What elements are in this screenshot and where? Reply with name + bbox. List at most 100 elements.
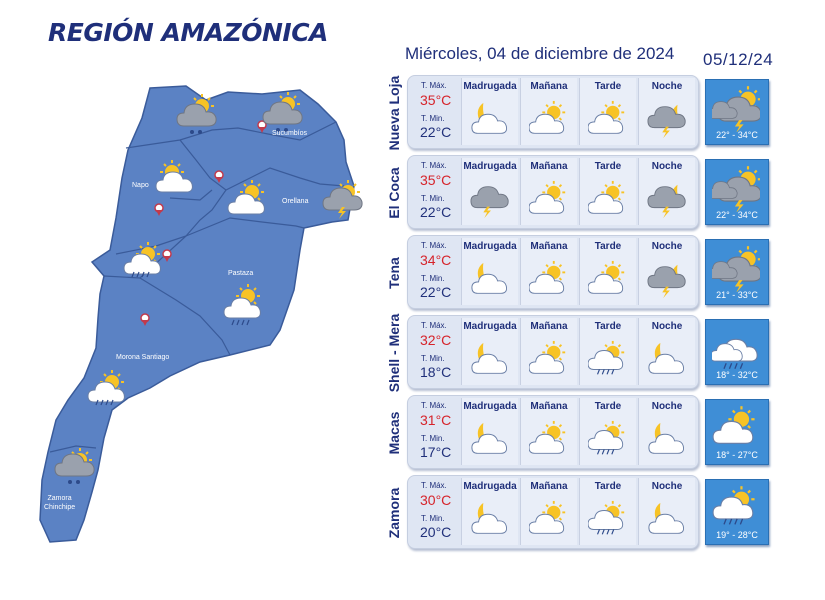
moon-cloud-icon [647, 418, 687, 466]
forecast-date: Miércoles, 04 de diciembre de 2024 [405, 44, 675, 63]
period-cell: Noche [638, 318, 695, 385]
map-weather-icons [54, 91, 363, 484]
period-cell: Mañana [520, 238, 577, 305]
forecast-card: T. Máx. 30°C T. Min. 20°C Madrugada Mañana Tar… [407, 475, 699, 549]
period-label: Madrugada [463, 241, 517, 252]
period-cell: Noche [638, 238, 695, 305]
region-map: Sucumbíos Napo Orellana Pastaza Morona S… [0, 60, 370, 554]
sun-cloud-icon [528, 338, 569, 386]
forecast-row: Macas T. Máx. 31°C T. Min. 17°C Madrugada Maña… [383, 395, 775, 471]
forecast-row: Tena T. Máx. 34°C T. Min. 22°C Madrugada Mañan… [383, 235, 775, 311]
period-label: Madrugada [463, 401, 517, 412]
period-label: Noche [651, 81, 683, 92]
sun-cloud-icon [528, 178, 569, 226]
period-cell: Madrugada [461, 398, 518, 465]
city-name: El Coca [386, 167, 402, 219]
tmax-label: T. Máx. [421, 161, 447, 170]
sun-cloud-icon [528, 98, 569, 146]
moon-cloud-icon [647, 498, 687, 546]
tmax-label: T. Máx. [421, 241, 447, 250]
temperature-range: 18° - 32°C [716, 370, 758, 380]
period-label: Madrugada [463, 161, 517, 172]
storm-icon [470, 178, 510, 226]
period-label: Noche [651, 241, 683, 252]
period-label: Madrugada [463, 81, 517, 92]
period-cell: Mañana [520, 318, 577, 385]
period-cell: Mañana [520, 398, 577, 465]
daily-summary-box: 22° - 34°C [705, 79, 769, 145]
period-label: Noche [651, 481, 683, 492]
sun-cloud-icon [587, 258, 628, 306]
tmax-value: 34°C [420, 252, 452, 268]
tmin-label: T. Min. [421, 434, 445, 443]
storm-sun-icon [706, 164, 763, 216]
period-label: Madrugada [463, 481, 517, 492]
map-label-orellana: Orellana [282, 198, 309, 205]
daily-summary-box: 19° - 28°C [705, 479, 769, 545]
map-label-napo: Napo [132, 182, 149, 189]
temperature-range: 22° - 34°C [716, 210, 758, 220]
sun-cloud-icon [712, 404, 760, 456]
sun-cloud-icon [528, 498, 569, 546]
daily-summary-box: 21° - 33°C [705, 239, 769, 305]
sun-cloud-rain-icon [712, 484, 760, 536]
period-cell: Tarde [579, 78, 636, 145]
moon-cloud-icon [470, 338, 510, 386]
period-cell: Tarde [579, 318, 636, 385]
sun-cloud-icon [528, 418, 569, 466]
temperature-panel: T. Máx. 34°C T. Min. 22°C [411, 236, 461, 308]
storm-night-icon [647, 178, 687, 226]
tmin-label: T. Min. [421, 354, 445, 363]
tmax-label: T. Máx. [421, 401, 447, 410]
tmax-label: T. Máx. [421, 321, 447, 330]
period-label: Noche [651, 161, 683, 172]
sun-cloud-rain-icon [587, 338, 628, 386]
moon-cloud-icon [470, 98, 510, 146]
period-cell: Noche [638, 398, 695, 465]
temperature-panel: T. Máx. 35°C T. Min. 22°C [411, 156, 461, 228]
sun-cloud-icon [528, 258, 569, 306]
forecast-date-short: 05/12/24 [703, 50, 774, 69]
period-cell: Mañana [520, 158, 577, 225]
region-map-svg [39, 85, 363, 543]
tmin-value: 22°C [420, 124, 452, 140]
tmax-value: 35°C [420, 92, 452, 108]
period-cell: Tarde [579, 158, 636, 225]
period-label: Mañana [530, 321, 568, 332]
period-cell: Tarde [579, 478, 636, 545]
period-cell: Noche [638, 478, 695, 545]
tmin-label: T. Min. [421, 514, 445, 523]
daily-summary-box: 22° - 34°C [705, 159, 769, 225]
temperature-panel: T. Máx. 30°C T. Min. 20°C [411, 476, 461, 548]
moon-cloud-icon [470, 498, 510, 546]
city-name: Macas [386, 411, 402, 455]
storm-sun-icon [706, 244, 763, 296]
storm-night-icon [647, 98, 687, 146]
map-label-sucumbios: Sucumbíos [272, 130, 308, 137]
forecast-row: Nueva Loja T. Máx. 35°C T. Min. 22°C Madrugad… [383, 75, 775, 151]
tmin-value: 20°C [420, 524, 452, 540]
storm-night-icon [647, 258, 687, 306]
tmin-label: T. Min. [421, 114, 445, 123]
forecast-card: T. Máx. 35°C T. Min. 22°C Madrugada Mañana Tar… [407, 75, 699, 149]
period-label: Madrugada [463, 321, 517, 332]
tmin-value: 17°C [420, 444, 452, 460]
storm-sun-icon [706, 84, 763, 136]
period-cell: Madrugada [461, 318, 518, 385]
moon-cloud-icon [470, 258, 510, 306]
period-cell: Tarde [579, 398, 636, 465]
period-cell: Madrugada [461, 78, 518, 145]
forecast-row: El Coca T. Máx. 35°C T. Min. 22°C Madrugada Ma… [383, 155, 775, 231]
period-cell: Madrugada [461, 478, 518, 545]
period-label: Mañana [530, 81, 568, 92]
forecast-row: Shell - Mera T. Máx. 32°C T. Min. 18°C Madrug… [383, 314, 775, 392]
forecast-row: Zamora T. Máx. 30°C T. Min. 20°C Madrugada Mañ… [383, 475, 775, 551]
tmin-label: T. Min. [421, 274, 445, 283]
period-cell: Mañana [520, 78, 577, 145]
period-label: Tarde [594, 81, 622, 92]
map-label-pastaza: Pastaza [228, 270, 254, 277]
period-label: Tarde [594, 321, 622, 332]
tmax-label: T. Máx. [421, 81, 447, 90]
moon-cloud-icon [470, 418, 510, 466]
tmin-value: 22°C [420, 284, 452, 300]
